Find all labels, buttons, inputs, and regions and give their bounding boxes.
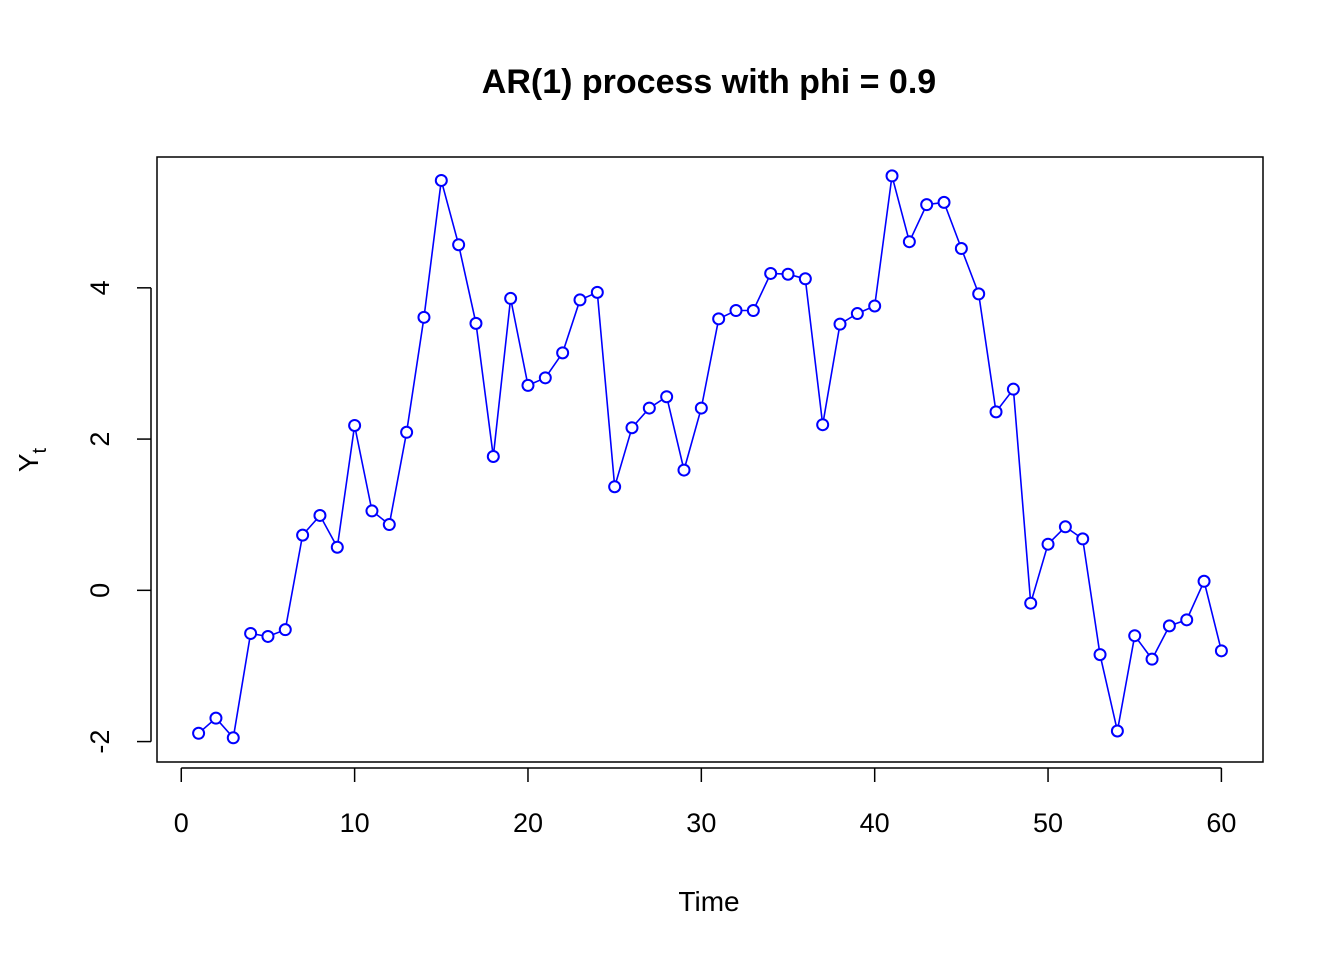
y-tick-label-1: 0 (85, 583, 115, 598)
data-point-53 (1093, 648, 1107, 662)
data-point-33 (746, 304, 760, 318)
series-layer (192, 169, 1228, 745)
data-point-15 (434, 173, 448, 187)
data-point-10 (348, 418, 362, 432)
data-point-34 (764, 266, 778, 280)
x-axis: 0 10 20 30 40 50 60 (174, 767, 1236, 838)
data-point-11 (365, 504, 379, 518)
data-point-18 (486, 449, 500, 463)
data-point-19 (504, 291, 518, 305)
data-point-5 (261, 629, 275, 643)
data-point-59 (1197, 574, 1211, 588)
data-point-54 (1110, 724, 1124, 738)
data-point-24 (590, 285, 604, 299)
data-point-44 (937, 195, 951, 209)
data-point-31 (712, 312, 726, 326)
data-point-49 (1024, 596, 1038, 610)
data-point-21 (538, 371, 552, 385)
data-point-56 (1145, 652, 1159, 666)
data-point-16 (452, 238, 466, 252)
data-point-6 (278, 623, 292, 637)
y-axis-label-subscript: t (29, 447, 51, 453)
data-point-12 (382, 518, 396, 532)
y-axis: -2 0 2 4 (85, 280, 152, 754)
data-point-8 (313, 508, 327, 522)
data-point-27 (642, 401, 656, 415)
x-tick-label-4: 40 (860, 808, 890, 838)
data-point-9 (330, 540, 344, 554)
data-point-17 (469, 316, 483, 330)
data-point-20 (521, 378, 535, 392)
data-point-22 (556, 346, 570, 360)
data-point-45 (954, 242, 968, 256)
data-point-29 (677, 463, 691, 477)
data-point-43 (920, 198, 934, 212)
x-tick-label-5: 50 (1033, 808, 1063, 838)
data-point-25 (608, 480, 622, 494)
x-tick-label-1: 10 (340, 808, 370, 838)
y-axis-label: Yt (13, 447, 51, 472)
data-point-57 (1162, 619, 1176, 633)
data-point-58 (1180, 613, 1194, 627)
plot-frame (156, 156, 1264, 763)
data-point-3 (226, 731, 240, 745)
y-tick-label-3: 4 (85, 280, 115, 295)
data-point-60 (1214, 644, 1228, 658)
data-point-51 (1058, 520, 1072, 534)
data-point-35 (781, 267, 795, 281)
y-tick-label-0: -2 (85, 730, 115, 754)
x-tick-label-0: 0 (174, 808, 189, 838)
data-point-28 (660, 390, 674, 404)
data-point-39 (850, 307, 864, 321)
x-tick-label-6: 60 (1206, 808, 1236, 838)
data-point-14 (417, 310, 431, 324)
data-point-52 (1076, 532, 1090, 546)
data-point-30 (694, 401, 708, 415)
x-tick-label-2: 20 (513, 808, 543, 838)
data-point-50 (1041, 537, 1055, 551)
data-point-46 (972, 287, 986, 301)
data-point-38 (833, 317, 847, 331)
x-axis-label: Time (678, 886, 739, 917)
data-point-13 (400, 425, 414, 439)
chart-title: AR(1) process with phi = 0.9 (482, 63, 936, 101)
data-point-37 (816, 418, 830, 432)
data-point-1 (192, 726, 206, 740)
x-tick-label-3: 30 (686, 808, 716, 838)
data-point-7 (296, 528, 310, 542)
data-point-4 (244, 626, 258, 640)
y-tick-label-2: 2 (85, 432, 115, 447)
y-axis-label-main: Y (13, 453, 44, 472)
data-point-2 (209, 711, 223, 725)
series-line (198, 175, 1223, 740)
data-point-32 (729, 304, 743, 318)
data-point-40 (868, 299, 882, 313)
data-point-48 (1006, 382, 1020, 396)
data-point-26 (625, 421, 639, 435)
data-point-36 (798, 272, 812, 286)
data-point-41 (885, 169, 899, 183)
data-point-47 (989, 405, 1003, 419)
data-point-23 (573, 293, 587, 307)
data-point-55 (1128, 629, 1142, 643)
data-point-42 (902, 235, 916, 249)
